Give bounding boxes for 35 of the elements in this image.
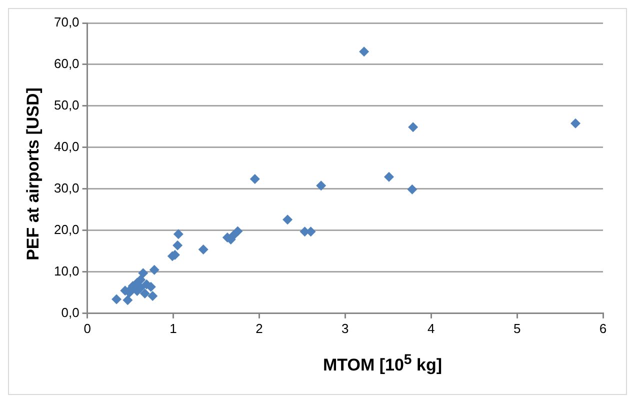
y-tick-label: 10,0 — [54, 263, 80, 278]
point — [173, 229, 184, 240]
x-tick-label: 1 — [170, 320, 177, 336]
point — [140, 288, 150, 298]
point — [198, 244, 208, 255]
point — [250, 174, 260, 184]
point — [172, 240, 183, 250]
point — [122, 295, 133, 306]
x-tick-label: 2 — [256, 320, 263, 336]
point — [148, 290, 158, 301]
point — [316, 180, 326, 191]
point — [570, 118, 580, 128]
point — [149, 264, 160, 275]
y-tick-label: 50,0 — [54, 98, 80, 113]
point — [384, 172, 394, 182]
x-tick-label: 5 — [513, 320, 521, 336]
y-tick-label: 30,0 — [54, 180, 80, 196]
y-tick-label: 70,0 — [54, 14, 80, 30]
y-tick-label: 40,0 — [54, 139, 80, 154]
x-tick-label: 0 — [84, 320, 91, 336]
point — [112, 294, 122, 304]
y-axis-title: PEF at airports [USD] — [23, 88, 43, 260]
point — [282, 214, 293, 225]
x-tick-label: 3 — [342, 320, 349, 336]
point — [408, 122, 418, 132]
y-tick-label: 0,0 — [61, 304, 80, 320]
y-tick-label: 20,0 — [54, 222, 80, 238]
point — [136, 274, 146, 285]
x-axis-title: MTOM [10$^{5}$ kg] — [322, 352, 444, 376]
x-tick-label: 4 — [427, 320, 435, 336]
x-tick-label: 6 — [599, 320, 607, 336]
y-tick-label: 60,0 — [54, 56, 80, 72]
point — [138, 268, 148, 278]
point — [359, 46, 370, 57]
point — [407, 184, 418, 194]
